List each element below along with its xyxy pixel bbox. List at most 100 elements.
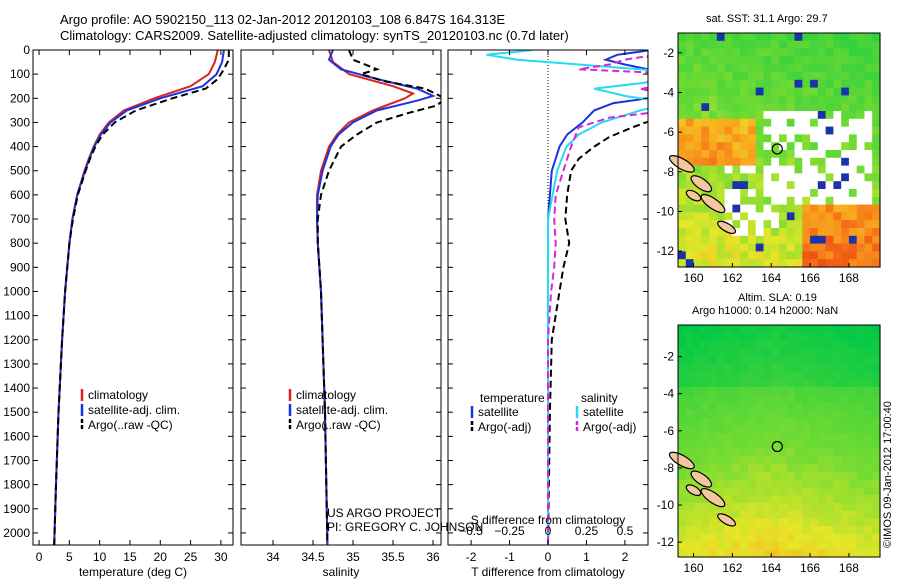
heatmap-cell [716,196,726,206]
heatmap-cell [763,235,772,245]
heatmap-cell [747,417,757,427]
heatmap-cell [802,212,811,221]
heatmap-cell [856,402,866,411]
x-tick-label: 1 [583,550,590,564]
heatmap-cell [848,456,858,465]
heatmap-cell [685,220,695,229]
heatmap-cell [685,471,695,481]
heatmap-cell [771,402,780,411]
heatmap-cell [701,118,710,128]
heatmap-cell [716,40,726,50]
heatmap-cell [817,79,827,89]
float-position-marker [771,143,783,155]
heatmap-cell [755,212,765,221]
y-tick-label: 100 [10,67,30,81]
heatmap-cell [794,126,803,135]
heatmap-cell [864,243,873,252]
heatmap-cell [747,228,757,237]
heatmap-cell [786,220,796,229]
heatmap-cell [732,526,741,535]
heatmap-cell [810,417,819,427]
heatmap-cell [724,386,733,396]
heatmap-cell [755,332,765,341]
heatmap-cell [740,235,749,245]
heatmap-cell [802,332,811,341]
x-tick-label: 36 [426,550,440,564]
heatmap-cell [856,363,866,372]
heatmap-cell [810,72,819,81]
heatmap-cell [810,487,819,496]
heatmap-cell [763,518,772,527]
heatmap-cell [763,181,772,190]
heatmap-cell [848,111,858,120]
heatmap-cell [825,340,834,349]
heatmap-cell [825,417,834,427]
heatmap-cell [825,355,834,365]
heatmap-cell [701,363,710,372]
heatmap-cell [771,425,780,434]
heatmap-cell [833,526,842,535]
heatmap-cell [833,410,842,419]
heatmap-cell [786,212,796,221]
heatmap-cell [709,549,718,558]
heatmap-cell [747,95,757,104]
heatmap-cell [678,40,687,50]
heatmap-cell [779,425,788,434]
heatmap-cell [856,487,866,496]
heatmap-cell [724,332,733,341]
heatmap-cell [786,495,796,504]
heatmap-cell [724,40,733,50]
heatmap-cell [732,157,741,167]
heatmap-cell [864,196,873,206]
plot-frame [32,49,234,546]
heatmap-cell [802,189,811,198]
heatmap-cell [802,495,811,504]
heatmap-cell [678,487,687,496]
heatmap-cell [864,425,873,434]
heatmap-cell [802,33,811,42]
heatmap-cell [763,173,772,182]
heatmap-cell [786,228,796,237]
heatmap-cell [833,549,842,558]
heatmap-cell [724,441,733,450]
heatmap-cell [740,204,749,213]
heatmap-cell [841,363,850,372]
heatmap-cell [786,235,796,245]
heatmap-cell [810,111,819,120]
heatmap-cell [771,40,780,50]
heatmap-cell [693,72,702,81]
heatmap-cell [872,134,881,143]
heatmap-cell [817,495,827,504]
heatmap-cell [864,394,873,403]
heatmap-cell [786,79,796,89]
heatmap-cell [786,471,796,481]
heatmap-cell [747,348,757,357]
heatmap-cell [755,433,765,442]
heatmap-cell [833,348,842,357]
heatmap-cell [872,173,881,182]
heatmap-cell [779,355,788,365]
heatmap-cell [825,150,834,159]
heatmap-cell [678,441,687,450]
heatmap-cell [693,441,702,450]
heatmap-cell [872,228,881,237]
heatmap-cell [856,189,866,198]
heatmap-cell [825,220,834,229]
heatmap-cell [755,103,765,112]
heatmap-cell [685,111,695,120]
heatmap-cell [685,495,695,504]
heatmap-cell [848,204,858,213]
float-position-marker [771,440,783,453]
heatmap-cell [747,379,757,388]
heatmap-cell [779,510,788,519]
heatmap-cell [802,541,811,550]
heatmap-cell [794,340,803,349]
heatmap-cell [856,355,866,365]
heatmap-cell [833,363,842,372]
heatmap-cell [810,386,819,396]
heatmap-cell [678,332,687,341]
heatmap-cell [817,150,827,159]
heatmap-cell [856,173,866,182]
heatmap-cell [856,235,866,245]
heatmap-cell [724,417,733,427]
